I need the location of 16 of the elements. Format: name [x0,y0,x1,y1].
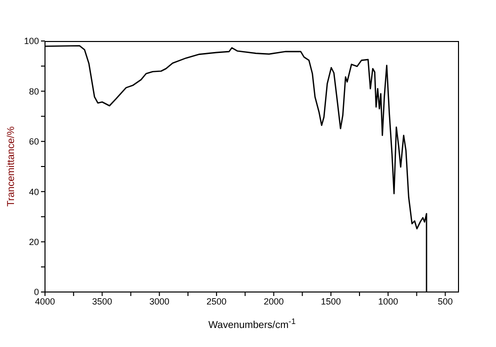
x-tick-label: 2500 [206,296,227,306]
y-tick-label: 60 [28,136,39,147]
x-tick-label: 1500 [320,296,341,306]
y-tick-label: 80 [28,86,39,96]
x-tick-label: 500 [438,296,453,306]
x-axis-title: Wavenumbers/cm$^{-1}$ [208,316,296,331]
x-tick-label: 4000 [34,296,56,306]
y-tick-label: 40 [28,186,39,197]
y-tick-label: 20 [28,236,39,247]
y-tick-label: 100 [24,36,39,46]
y-tick-label: 0 [34,287,39,298]
x-tick-label: 3000 [149,296,170,306]
y-axis-title: Trancemittance/% [6,126,17,207]
x-tick-label: 1000 [378,296,398,306]
x-tick-label: 3500 [92,296,112,306]
x-tick-label: 2000 [264,296,284,306]
